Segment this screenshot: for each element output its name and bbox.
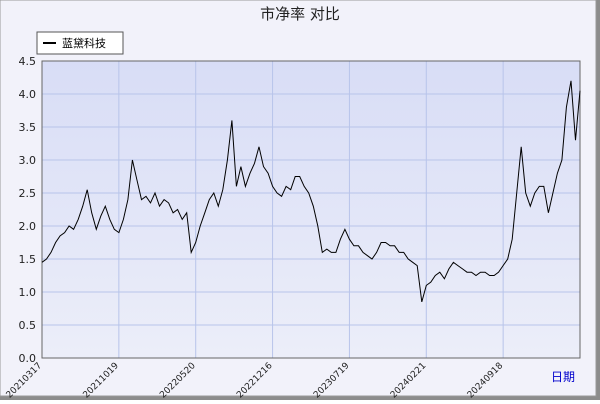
chart-title: 市净率 对比 xyxy=(260,5,340,23)
y-tick-label: 3.0 xyxy=(19,154,37,167)
y-tick-label: 1.0 xyxy=(19,286,37,299)
y-tick-label: 0.5 xyxy=(19,319,37,332)
y-tick-label: 4.0 xyxy=(19,88,37,101)
y-tick-label: 1.5 xyxy=(19,253,37,266)
plot-border xyxy=(41,60,581,359)
series-line xyxy=(41,80,581,303)
x-axis-label: 日期 xyxy=(551,370,575,384)
y-tick-label: 2.0 xyxy=(19,220,37,233)
y-tick-label: 4.5 xyxy=(19,55,37,68)
legend xyxy=(36,31,124,55)
y-tick-label: 3.5 xyxy=(19,121,37,134)
plot-area xyxy=(42,61,580,358)
y-tick-label: 0.0 xyxy=(19,352,37,365)
y-tick-label: 2.5 xyxy=(19,187,37,200)
legend-label: 蓝黛科技 xyxy=(62,36,106,50)
